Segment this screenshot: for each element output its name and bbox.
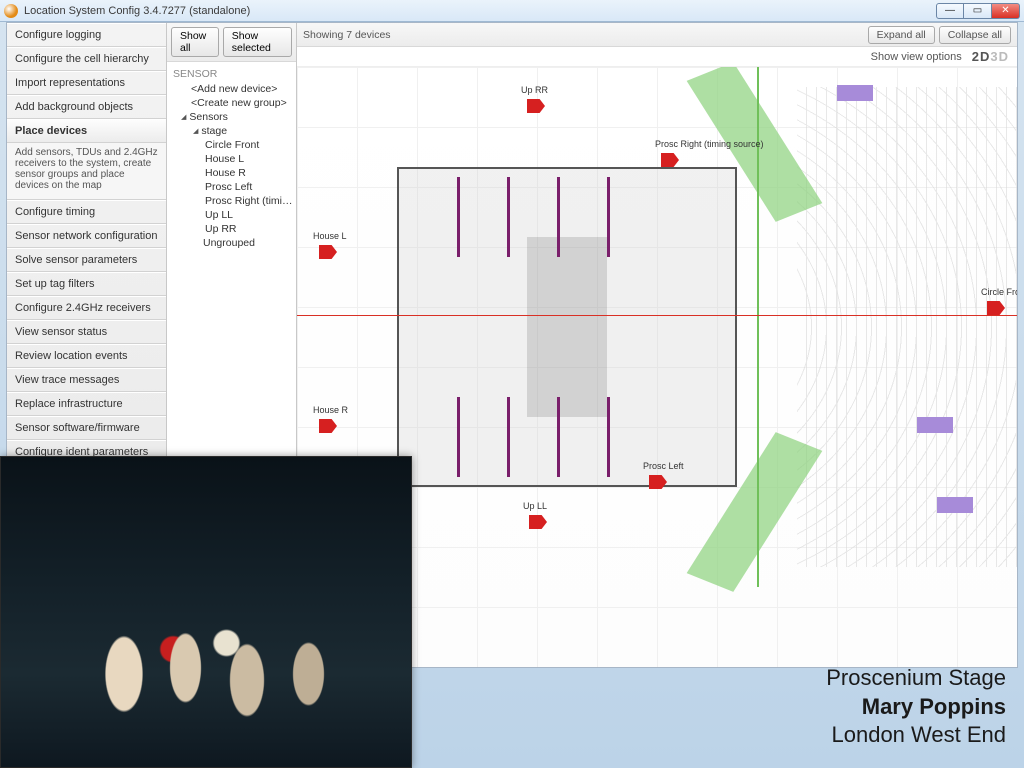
sensor-label: House L (313, 231, 347, 241)
sensor-label: Up RR (521, 85, 548, 95)
app-icon (4, 4, 18, 18)
collapse-all-button[interactable]: Collapse all (939, 26, 1011, 44)
production-photo (0, 456, 412, 768)
sidebar-item-cell-hierarchy[interactable]: Configure the cell hierarchy (7, 47, 166, 71)
centerline (297, 315, 1017, 316)
caption-line3: London West End (826, 721, 1006, 750)
sidebar-item-24ghz[interactable]: Configure 2.4GHz receivers (7, 296, 166, 320)
window-titlebar: Location System Config 3.4.7277 (standal… (0, 0, 1024, 22)
rigging-line (507, 177, 510, 257)
caption-line2: Mary Poppins (826, 693, 1006, 722)
sidebar-item-trace[interactable]: View trace messages (7, 368, 166, 392)
sidebar-item-place-devices[interactable]: Place devices (7, 119, 166, 143)
sensor-marker[interactable] (319, 245, 337, 259)
close-button[interactable]: ✕ (992, 3, 1020, 19)
device-tree: SENSOR <Add new device> <Create new grou… (167, 62, 296, 254)
tree-create-group[interactable]: <Create new group> (169, 96, 294, 110)
window-title: Location System Config 3.4.7277 (standal… (24, 5, 250, 17)
window-buttons: — ▭ ✕ (936, 3, 1020, 19)
sidebar-item-firmware[interactable]: Sensor software/firmware (7, 416, 166, 440)
sidebar-item-sensor-status[interactable]: View sensor status (7, 320, 166, 344)
sensor-label: Up LL (523, 501, 547, 511)
2d-3d-toggle[interactable]: 2D3D (972, 49, 1009, 64)
block-marker (837, 85, 873, 101)
tree-header: SENSOR (169, 66, 294, 82)
block-marker (937, 497, 973, 513)
sensor-label: Prosc Right (timing source) (655, 139, 764, 149)
tree-leaf[interactable]: Circle Front (169, 138, 294, 152)
rigging-line (607, 177, 610, 257)
tree-add-device[interactable]: <Add new device> (169, 82, 294, 96)
slide-caption: Proscenium Stage Mary Poppins London Wes… (826, 664, 1006, 750)
sensor-label: House R (313, 405, 348, 415)
rigging-line (607, 397, 610, 477)
sidebar-item-network[interactable]: Sensor network configuration (7, 224, 166, 248)
minimize-button[interactable]: — (936, 3, 964, 19)
tree-root-sensors[interactable]: Sensors (169, 110, 294, 124)
maximize-button[interactable]: ▭ (964, 3, 992, 19)
rigging-line (457, 397, 460, 477)
sidebar-item-timing[interactable]: Configure timing (7, 200, 166, 224)
rigging-line (457, 177, 460, 257)
rigging-line (557, 177, 560, 257)
block-marker (917, 417, 953, 433)
tree-leaf[interactable]: House R (169, 166, 294, 180)
main-toolbar: Showing 7 devices Expand all Collapse al… (297, 23, 1017, 47)
show-all-button[interactable]: Show all (171, 27, 219, 57)
tree-toolbar: Show all Show selected (167, 23, 296, 62)
stage-inner (527, 237, 607, 417)
show-selected-button[interactable]: Show selected (223, 27, 292, 57)
tree-group-stage[interactable]: stage (169, 124, 294, 138)
sidebar-item-replace-infra[interactable]: Replace infrastructure (7, 392, 166, 416)
view-options-link[interactable]: Show view options (871, 51, 962, 63)
sidebar-item-tag-filters[interactable]: Set up tag filters (7, 272, 166, 296)
tree-leaf[interactable]: Prosc Right (timing source) (169, 194, 294, 208)
tree-ungrouped[interactable]: Ungrouped (169, 236, 294, 250)
seating-area (797, 87, 1017, 567)
sidebar-item-import[interactable]: Import representations (7, 71, 166, 95)
tree-leaf[interactable]: House L (169, 152, 294, 166)
rigging-line (507, 397, 510, 477)
sidebar-item-location-events[interactable]: Review location events (7, 344, 166, 368)
expand-all-button[interactable]: Expand all (868, 26, 935, 44)
sensor-marker[interactable] (529, 515, 547, 529)
tree-leaf[interactable]: Up RR (169, 222, 294, 236)
sensor-label: Circle Front (981, 287, 1017, 297)
rigging-line (557, 397, 560, 477)
sidebar-item-solve[interactable]: Solve sensor parameters (7, 248, 166, 272)
sensor-marker[interactable] (527, 99, 545, 113)
tree-leaf[interactable]: Up LL (169, 208, 294, 222)
device-count-status: Showing 7 devices (303, 29, 391, 41)
sidebar-item-background[interactable]: Add background objects (7, 95, 166, 119)
tree-leaf[interactable]: Prosc Left (169, 180, 294, 194)
caption-line1: Proscenium Stage (826, 664, 1006, 693)
view-subtoolbar: Show view options 2D3D (297, 47, 1017, 67)
sidebar-item-desc: Add sensors, TDUs and 2.4GHz receivers t… (7, 143, 166, 200)
sidebar-item-logging[interactable]: Configure logging (7, 23, 166, 47)
sensor-marker[interactable] (319, 419, 337, 433)
sensor-marker[interactable] (661, 153, 679, 167)
sensor-label: Prosc Left (643, 461, 684, 471)
